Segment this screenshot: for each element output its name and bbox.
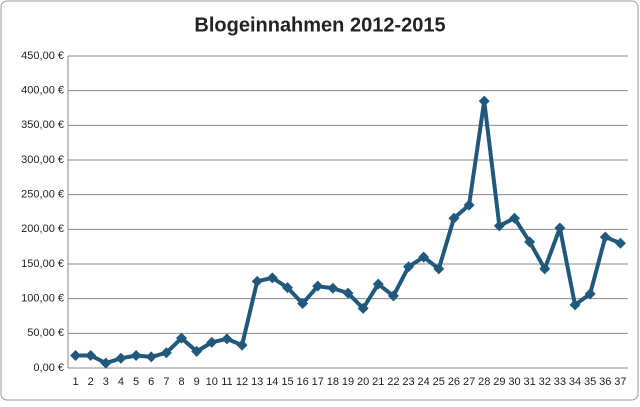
data-marker xyxy=(297,298,309,310)
data-marker xyxy=(342,287,354,299)
data-marker xyxy=(463,199,475,211)
x-tick-label: 36 xyxy=(599,376,611,388)
x-tick-label: 17 xyxy=(312,376,324,388)
y-tick-label: 250,00 € xyxy=(21,189,64,201)
data-marker xyxy=(448,212,460,224)
x-tick-label: 1 xyxy=(73,376,79,388)
x-tick-label: 23 xyxy=(402,376,414,388)
x-tick-label: 16 xyxy=(296,376,308,388)
y-tick-label: 50,00 € xyxy=(27,327,64,339)
data-marker xyxy=(85,350,97,362)
data-marker xyxy=(266,272,278,284)
x-tick-label: 13 xyxy=(251,376,263,388)
data-marker xyxy=(584,288,596,300)
x-tick-label: 6 xyxy=(148,376,154,388)
data-marker xyxy=(387,290,399,302)
x-tick-label: 22 xyxy=(387,376,399,388)
x-tick-label: 20 xyxy=(357,376,369,388)
data-marker xyxy=(418,251,430,263)
y-tick-label: 350,00 € xyxy=(21,119,64,131)
data-marker xyxy=(251,275,263,287)
y-tick-label: 400,00 € xyxy=(21,85,64,97)
x-tick-label: 5 xyxy=(133,376,139,388)
x-tick-label: 12 xyxy=(236,376,248,388)
data-marker xyxy=(554,222,566,234)
data-marker xyxy=(433,263,445,275)
data-marker xyxy=(524,236,536,248)
x-tick-label: 15 xyxy=(281,376,293,388)
x-tick-label: 18 xyxy=(327,376,339,388)
data-marker xyxy=(312,280,324,292)
y-tick-label: 100,00 € xyxy=(21,293,64,305)
x-tick-label: 8 xyxy=(178,376,184,388)
x-tick-label: 35 xyxy=(584,376,596,388)
data-marker xyxy=(115,352,127,364)
data-marker xyxy=(160,347,172,359)
data-marker xyxy=(357,302,369,314)
data-marker xyxy=(100,357,112,369)
x-tick-label: 29 xyxy=(493,376,505,388)
x-tick-label: 9 xyxy=(194,376,200,388)
data-marker xyxy=(493,220,505,232)
x-tick-label: 33 xyxy=(554,376,566,388)
x-tick-label: 19 xyxy=(342,376,354,388)
data-marker xyxy=(236,339,248,351)
data-marker xyxy=(221,333,233,345)
data-marker xyxy=(614,237,626,249)
x-tick-label: 28 xyxy=(478,376,490,388)
data-marker xyxy=(327,282,339,294)
data-marker xyxy=(191,345,203,357)
x-tick-label: 7 xyxy=(163,376,169,388)
data-marker xyxy=(478,95,490,107)
x-tick-label: 4 xyxy=(118,376,124,388)
x-tick-label: 32 xyxy=(539,376,551,388)
x-tick-label: 30 xyxy=(508,376,520,388)
y-tick-label: 450,00 € xyxy=(21,50,64,62)
data-marker xyxy=(599,231,611,243)
x-tick-label: 27 xyxy=(463,376,475,388)
x-tick-label: 11 xyxy=(221,376,232,388)
data-marker xyxy=(281,282,293,294)
x-tick-label: 26 xyxy=(448,376,460,388)
chart-title: Blogeinnahmen 2012-2015 xyxy=(194,14,445,36)
data-marker xyxy=(539,263,551,275)
data-marker xyxy=(130,350,142,362)
y-tick-label: 300,00 € xyxy=(21,154,64,166)
data-marker xyxy=(508,212,520,224)
data-marker xyxy=(403,261,415,273)
x-tick-label: 10 xyxy=(206,376,218,388)
y-tick-label: 0,00 € xyxy=(33,362,64,374)
x-tick-label: 34 xyxy=(569,376,581,388)
x-tick-label: 14 xyxy=(266,376,278,388)
y-tick-label: 150,00 € xyxy=(21,258,64,270)
data-marker xyxy=(145,351,157,363)
x-tick-label: 37 xyxy=(614,376,626,388)
x-tick-label: 3 xyxy=(103,376,109,388)
data-marker xyxy=(569,299,581,311)
x-tick-label: 31 xyxy=(523,376,535,388)
x-tick-label: 2 xyxy=(88,376,94,388)
y-tick-label: 200,00 € xyxy=(21,223,64,235)
data-marker xyxy=(176,332,188,344)
data-marker xyxy=(372,278,384,290)
x-tick-label: 24 xyxy=(418,376,430,388)
x-tick-label: 25 xyxy=(433,376,445,388)
data-marker xyxy=(206,336,218,348)
x-tick-label: 21 xyxy=(372,376,384,388)
data-marker xyxy=(70,350,82,362)
